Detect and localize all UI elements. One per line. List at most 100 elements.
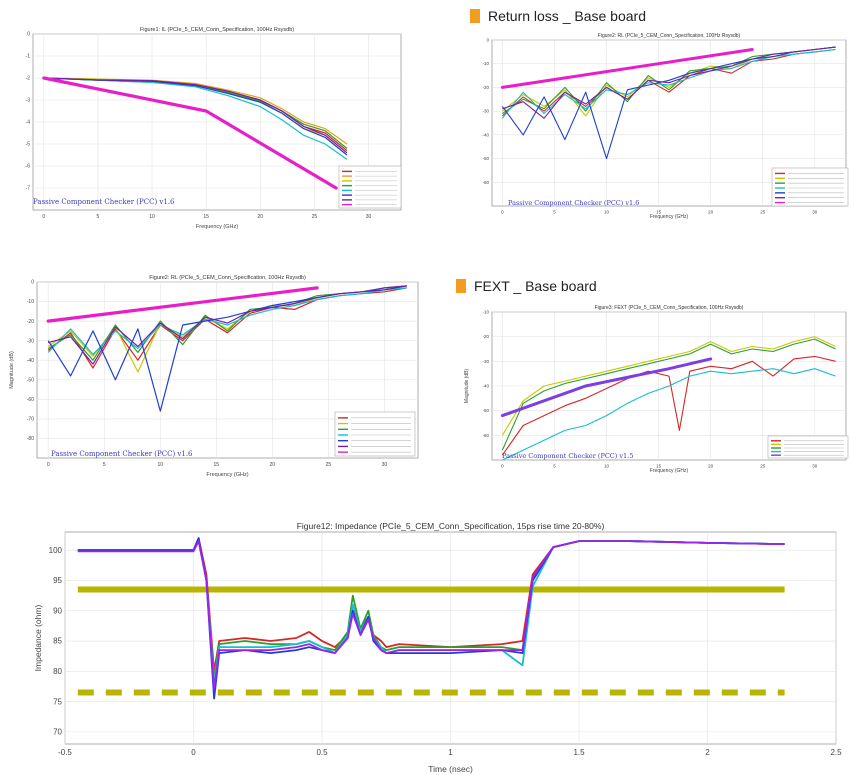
spec-limit-line: [46, 286, 319, 323]
x-axis-label: Frequency (GHz): [196, 224, 238, 230]
legend-box: [767, 435, 849, 459]
x-tick-label: 0: [191, 748, 196, 757]
tool-label: Passive Component Checker (PCC) v1.6: [33, 198, 175, 206]
insertion-loss-chart: Figure1: IL (PCIe_5_CEM_Conn_Specificati…: [5, 20, 415, 230]
x-tick-label: 20: [708, 464, 714, 469]
x-tick-label: 5: [97, 214, 100, 220]
y-tick-label: -70: [27, 417, 34, 423]
y-tick-label: -50: [27, 377, 34, 383]
x-tick-label: 30: [812, 464, 818, 469]
y-tick-label: -20: [482, 85, 489, 90]
y-tick-label: -60: [27, 397, 34, 403]
y-tick-label: 100: [49, 546, 63, 555]
x-tick-label: 5: [103, 462, 106, 468]
tool-label: Passive Component Checker (PCC) v1.5: [502, 452, 633, 460]
y-tick-label: -20: [482, 334, 489, 339]
y-tick-label: -30: [482, 359, 489, 364]
x-tick-label: 1: [448, 748, 453, 757]
legend-box: [334, 411, 416, 457]
y-tick-label: -20: [27, 319, 34, 325]
impedance-chart: Figure12: Impedance (PCIe_5_CEM_Conn_Spe…: [5, 516, 850, 774]
x-tick-label: 15: [656, 210, 662, 215]
x-axis-label: Frequency (GHz): [206, 472, 248, 478]
y-tick-label: -50: [482, 156, 489, 161]
y-axis-label: Impedance (ohm): [33, 605, 43, 672]
x-tick-label: 1.5: [573, 748, 585, 757]
orange-marker-icon: [470, 9, 480, 23]
y-tick-label: -4: [26, 120, 31, 126]
y-tick-label: 75: [53, 697, 62, 706]
x-tick-label: 0.5: [316, 748, 328, 757]
series-line: [501, 336, 836, 436]
y-tick-label: -40: [482, 384, 489, 389]
y-tick-label: -40: [27, 358, 34, 364]
x-tick-label: 10: [604, 464, 610, 469]
fext-heading-text: FEXT _ Base board: [474, 278, 597, 294]
y-tick-label: -5: [26, 142, 31, 148]
spec-limit-line: [42, 76, 338, 190]
y-tick-label: -50: [482, 408, 489, 413]
spec-limit-line: [500, 48, 754, 89]
x-tick-label: 0: [501, 464, 504, 469]
series-line: [43, 77, 348, 154]
tool-label: Passive Component Checker (PCC) v1.6: [51, 450, 193, 458]
y-tick-label: -1: [26, 54, 31, 60]
x-tick-label: 15: [203, 214, 209, 220]
x-tick-label: 0: [47, 462, 50, 468]
x-tick-label: 5: [553, 210, 556, 215]
y-axis-label: Magnitude (dB): [9, 351, 15, 389]
x-tick-label: 30: [366, 214, 372, 220]
x-tick-label: -0.5: [58, 748, 72, 757]
y-tick-label: -10: [482, 61, 489, 66]
y-tick-label: 70: [53, 728, 62, 737]
legend-box: [771, 167, 849, 207]
y-tick-label: -10: [482, 310, 489, 315]
y-tick-label: 90: [53, 606, 62, 615]
y-tick-label: 0: [27, 32, 30, 38]
x-tick-label: 25: [760, 464, 766, 469]
series-line: [501, 355, 836, 456]
tool-label: Passive Component Checker (PCC) v1.6: [508, 199, 639, 207]
y-axis-label: Magnitude (dB): [464, 369, 470, 404]
x-tick-label: 2: [705, 748, 710, 757]
insertion-loss-svg: Figure1: IL (PCIe_5_CEM_Conn_Specificati…: [26, 27, 402, 230]
fext-heading: FEXT _ Base board: [456, 278, 597, 294]
x-tick-label: 5: [553, 464, 556, 469]
y-tick-label: 0: [486, 38, 489, 43]
x-tick-label: 20: [270, 462, 276, 468]
y-tick-label: -60: [482, 180, 489, 185]
chart-title: Figure2: RL (PCIe_5_CEM_Conn_Specificati…: [149, 275, 306, 281]
series-line: [502, 368, 836, 461]
x-axis-label: Frequency (GHz): [650, 468, 689, 474]
chart-title: Figure12: Impedance (PCIe_5_CEM_Conn_Spe…: [297, 521, 605, 531]
y-tick-label: 95: [53, 576, 62, 585]
x-tick-label: 0: [501, 210, 504, 215]
y-tick-label: 85: [53, 637, 62, 646]
x-axis-label: Frequency (GHz): [650, 214, 689, 220]
x-tick-label: 10: [149, 214, 155, 220]
chart-title: Figure1: IL (PCIe_5_CEM_Conn_Specificati…: [140, 27, 294, 33]
x-tick-label: 25: [312, 214, 318, 220]
chart-title: Figure3: FEXT (PCIe_5_CEM_Conn_Specifica…: [595, 305, 744, 311]
x-tick-label: 20: [258, 214, 264, 220]
y-tick-label: -7: [26, 186, 31, 192]
x-tick-label: 30: [382, 462, 388, 468]
y-tick-label: -3: [26, 98, 31, 104]
y-tick-label: -10: [27, 299, 34, 305]
x-tick-label: 25: [326, 462, 332, 468]
y-tick-label: -2: [26, 76, 31, 82]
y-tick-label: -6: [26, 164, 31, 170]
x-tick-label: 10: [604, 210, 610, 215]
x-tick-label: 20: [708, 210, 714, 215]
x-tick-label: 30: [812, 210, 818, 215]
y-tick-label: -80: [27, 436, 34, 442]
x-tick-label: 15: [214, 462, 220, 468]
series-line: [502, 48, 836, 117]
x-axis-label: Time (nsec): [428, 764, 473, 774]
return-loss-2-chart: Figure2: RL (PCIe_5_CEM_Conn_Specificati…: [5, 268, 430, 478]
x-tick-label: 0: [42, 214, 45, 220]
y-tick-label: -30: [27, 338, 34, 344]
y-tick-label: -60: [482, 433, 489, 438]
return-loss-svg: Figure2: RL (PCIe_5_CEM_Conn_Specificati…: [482, 33, 849, 220]
series-line: [502, 46, 836, 119]
